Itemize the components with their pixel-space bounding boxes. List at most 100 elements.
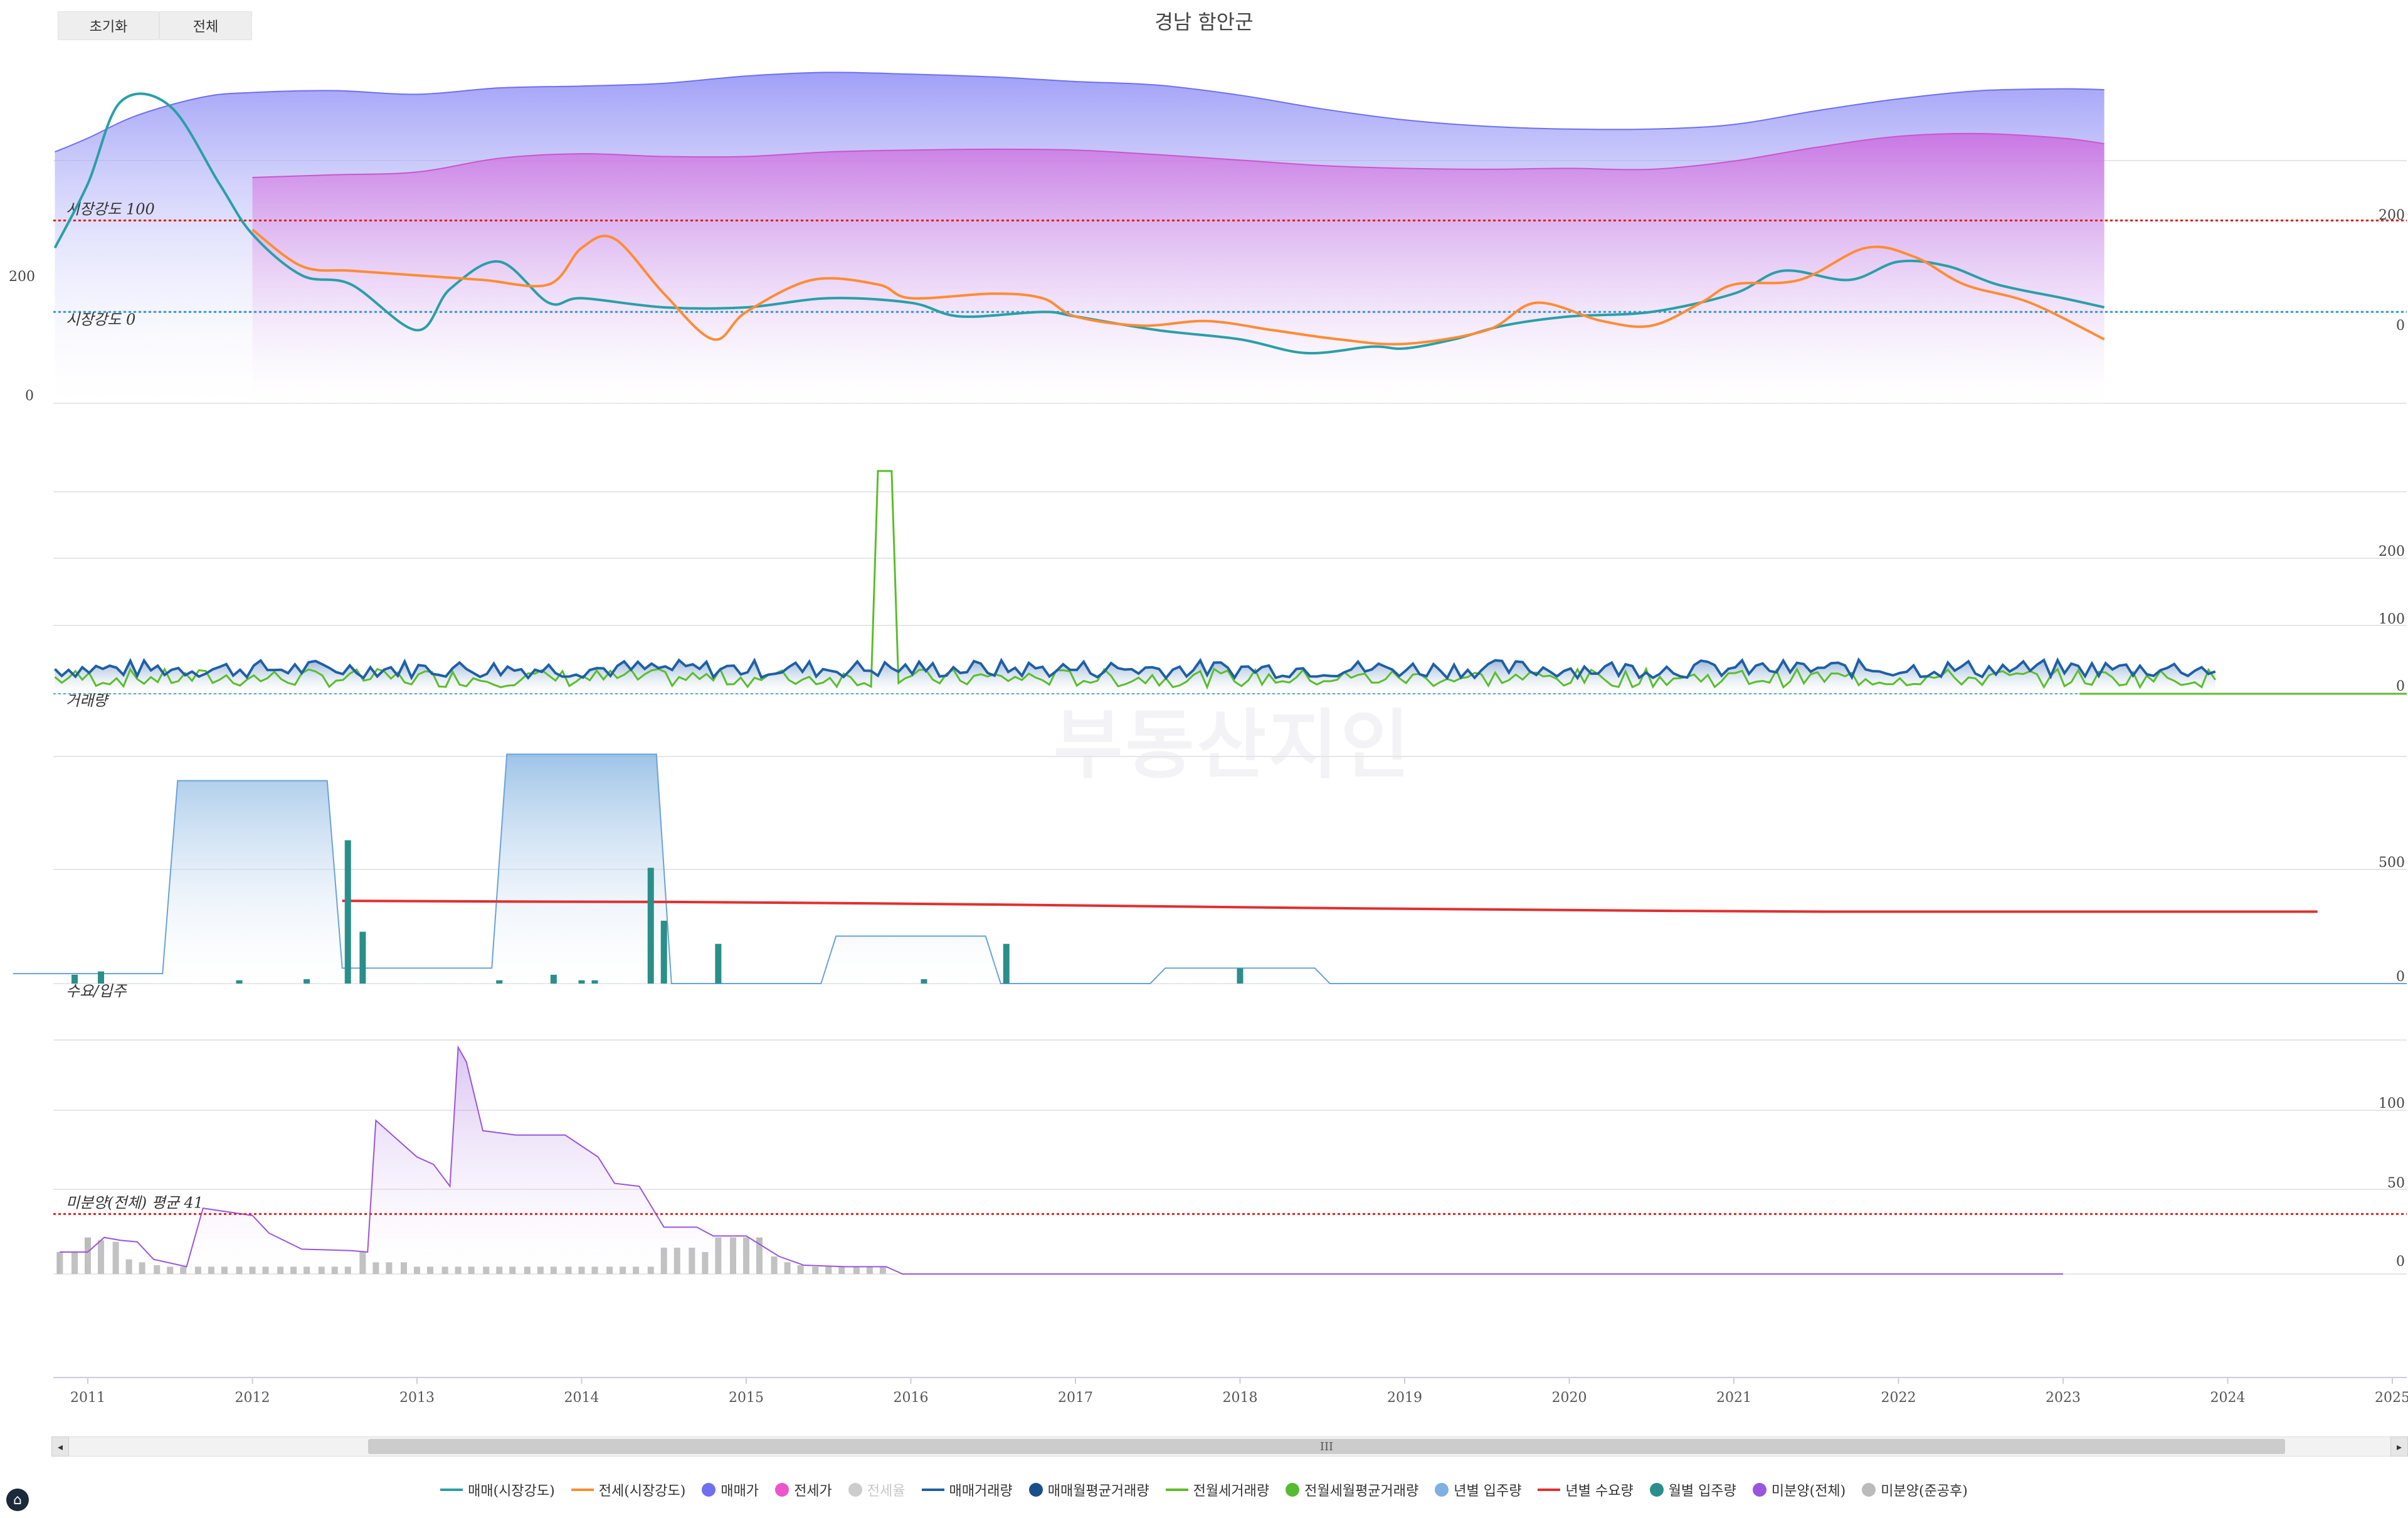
y-tick-label: 100: [2379, 612, 2405, 627]
legend-line-swatch: [921, 1489, 944, 1491]
rent-volume-line: [54, 470, 2217, 690]
x-tick-label: 2012: [235, 1390, 270, 1406]
reference-label: 시장강도 0: [66, 310, 135, 328]
monthly-supply-bar: [71, 974, 78, 984]
legend-item[interactable]: 년별 수요량: [1538, 1480, 1634, 1500]
monthly-supply-bar: [98, 971, 104, 984]
y-tick-label: 200: [2379, 208, 2405, 223]
legend-label: 미분양(전체): [1771, 1484, 1846, 1499]
legend-dot-swatch: [1649, 1483, 1664, 1497]
x-tick-label: 2024: [2210, 1390, 2246, 1406]
legend-label: 월별 입주량: [1668, 1484, 1736, 1499]
yearly-supply-area: [13, 754, 2407, 984]
monthly-supply-bar: [550, 974, 557, 984]
reset-button[interactable]: 초기화: [58, 11, 159, 40]
y-tick-label: 50: [2387, 1176, 2405, 1191]
monthly-supply-bar: [591, 980, 598, 984]
legend-line-swatch: [1165, 1489, 1188, 1491]
monthly-supply-bar: [236, 980, 243, 984]
legend-label: 전세가: [794, 1484, 832, 1499]
x-tick-label: 2015: [729, 1390, 764, 1406]
legend-label: 매매(시장강도): [468, 1484, 555, 1499]
legend-dot-swatch: [1286, 1483, 1300, 1497]
legend-dot-swatch: [1028, 1483, 1043, 1497]
unsold-total-line: [60, 1045, 2063, 1275]
x-tick-label: 2023: [2046, 1390, 2081, 1406]
legend-dot-swatch: [848, 1483, 862, 1497]
jeonse-price-line: [252, 132, 2104, 178]
legend-label: 전세율: [867, 1484, 906, 1499]
legend-item[interactable]: 월별 입주량: [1649, 1480, 1736, 1500]
legend-dot-swatch: [1862, 1483, 1876, 1497]
y-tick-label: 200: [9, 269, 35, 285]
x-tick-label: 2020: [1552, 1390, 1587, 1406]
y-tick-label: 100: [2379, 1096, 2405, 1112]
legend-item[interactable]: 년별 입주량: [1435, 1480, 1521, 1500]
y-tick-label: 0: [2396, 969, 2405, 985]
monthly-supply-bar: [715, 943, 722, 984]
reference-label: 시장강도 100: [66, 201, 155, 218]
scroll-right-arrow[interactable]: ▸: [2390, 1436, 2408, 1457]
x-tick-label: 2019: [1387, 1390, 1422, 1406]
legend-item[interactable]: 전세율: [848, 1480, 906, 1500]
legend-dot-swatch: [775, 1483, 789, 1497]
x-tick-label: 2025: [2375, 1390, 2408, 1406]
legend-line-swatch: [440, 1489, 463, 1491]
x-tick-label: 2017: [1058, 1390, 1093, 1406]
x-tick-label: 2022: [1881, 1390, 1916, 1406]
yearly-supply-line: [13, 753, 2407, 984]
monthly-supply-bar: [344, 840, 351, 984]
legend-item[interactable]: 미분양(준공후): [1862, 1480, 1968, 1500]
monthly-supply-bar: [304, 979, 310, 984]
unsold-total-area: [60, 1047, 2063, 1274]
legend-label: 년별 수요량: [1565, 1484, 1634, 1499]
legend-item[interactable]: 전세가: [775, 1480, 832, 1500]
x-tick-label: 2013: [399, 1390, 435, 1406]
legend-item[interactable]: 매매(시장강도): [440, 1480, 555, 1500]
legend-item[interactable]: 매매월평균거래량: [1028, 1480, 1149, 1500]
monthly-supply-bar: [359, 932, 366, 984]
legend-label: 매매월평균거래량: [1047, 1484, 1149, 1499]
legend-dot-swatch: [1435, 1483, 1449, 1497]
legend-label: 미분양(준공후): [1881, 1484, 1968, 1499]
sale-strength-line: [53, 92, 2105, 355]
y-tick-label: 0: [25, 388, 34, 404]
legend-dot-swatch: [702, 1483, 716, 1497]
monthly-supply-bar: [1003, 943, 1010, 984]
legend-item[interactable]: 매매거래량: [921, 1480, 1013, 1500]
scrollbar-thumb[interactable]: III: [368, 1439, 2285, 1454]
x-tick-label: 2014: [564, 1390, 599, 1406]
legend-dot-swatch: [1752, 1483, 1766, 1497]
all-button[interactable]: 전체: [159, 11, 252, 40]
legend-line-swatch: [1538, 1489, 1561, 1491]
yearly-demand-line: [342, 900, 2318, 913]
jeonse-strength-line: [251, 228, 2105, 346]
y-tick-label: 0: [2396, 1254, 2405, 1270]
scroll-left-arrow[interactable]: ◂: [51, 1436, 69, 1457]
monthly-supply-bar: [647, 868, 654, 984]
legend-item[interactable]: 전세(시장강도): [571, 1480, 686, 1500]
sale-volume-line: [54, 657, 2216, 681]
y-tick-label: 200: [2379, 544, 2405, 560]
legend-item[interactable]: 매매가: [702, 1480, 759, 1500]
legend-label: 매매거래량: [949, 1484, 1013, 1499]
legend-line-swatch: [571, 1489, 594, 1491]
sale-price-line: [55, 72, 2104, 153]
legend-label: 전월세거래량: [1193, 1484, 1270, 1499]
range-scrollbar[interactable]: ◂ III ▸: [51, 1436, 2408, 1457]
sale-volume-area: [55, 659, 2215, 694]
x-tick-label: 2016: [894, 1390, 929, 1406]
legend-label: 매매가: [721, 1484, 759, 1499]
reference-label: 거래량: [66, 692, 110, 709]
legend-item[interactable]: 전월세거래량: [1165, 1480, 1270, 1500]
home-icon[interactable]: ⌂: [6, 1489, 29, 1511]
reference-label: 미분양(전체) 평균 41: [66, 1194, 203, 1211]
jeonse-price-area: [252, 133, 2104, 403]
legend-item[interactable]: 미분양(전체): [1752, 1480, 1846, 1500]
monthly-supply-bar: [1237, 968, 1244, 984]
x-tick-label: 2018: [1223, 1390, 1258, 1406]
y-tick-label: 500: [2379, 855, 2405, 871]
legend-item[interactable]: 전월세월평균거래량: [1286, 1480, 1418, 1500]
legend-label: 전세(시장강도): [598, 1484, 686, 1499]
